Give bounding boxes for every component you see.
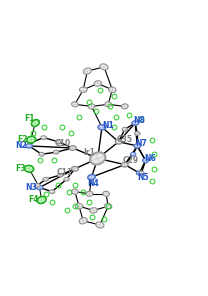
- Ellipse shape: [121, 104, 128, 109]
- Ellipse shape: [25, 165, 34, 172]
- Text: C29: C29: [123, 156, 139, 165]
- Ellipse shape: [130, 152, 136, 156]
- Text: N6: N6: [144, 154, 156, 163]
- Text: N4: N4: [88, 179, 99, 188]
- Ellipse shape: [135, 131, 140, 135]
- Ellipse shape: [103, 191, 109, 196]
- Text: F2: F2: [18, 135, 28, 144]
- Ellipse shape: [26, 144, 32, 148]
- Ellipse shape: [72, 167, 78, 171]
- Ellipse shape: [53, 150, 59, 154]
- Ellipse shape: [27, 136, 36, 143]
- Ellipse shape: [58, 173, 63, 177]
- Ellipse shape: [86, 191, 93, 196]
- Ellipse shape: [105, 102, 111, 107]
- Ellipse shape: [39, 152, 44, 156]
- Ellipse shape: [98, 125, 106, 130]
- Ellipse shape: [94, 81, 102, 86]
- Ellipse shape: [96, 222, 104, 228]
- Ellipse shape: [72, 189, 78, 194]
- Ellipse shape: [35, 184, 40, 187]
- Text: N1: N1: [102, 121, 114, 130]
- Text: F3: F3: [16, 164, 26, 173]
- Ellipse shape: [90, 208, 97, 213]
- Ellipse shape: [49, 190, 55, 194]
- Ellipse shape: [122, 127, 128, 131]
- Text: N2: N2: [15, 141, 27, 150]
- Ellipse shape: [36, 185, 43, 190]
- Ellipse shape: [37, 197, 46, 203]
- Ellipse shape: [83, 68, 91, 74]
- Ellipse shape: [115, 139, 122, 144]
- Text: C35: C35: [117, 135, 133, 144]
- Ellipse shape: [64, 177, 69, 181]
- Ellipse shape: [132, 121, 139, 125]
- Ellipse shape: [75, 204, 83, 209]
- Ellipse shape: [79, 218, 87, 224]
- Ellipse shape: [104, 203, 112, 209]
- Ellipse shape: [41, 136, 46, 139]
- Text: F4: F4: [28, 195, 38, 205]
- Text: C11: C11: [56, 168, 73, 178]
- Text: F1: F1: [24, 114, 34, 123]
- Text: N7: N7: [135, 139, 147, 148]
- Ellipse shape: [69, 146, 76, 150]
- Ellipse shape: [56, 140, 61, 144]
- Ellipse shape: [90, 152, 105, 165]
- Ellipse shape: [100, 64, 108, 70]
- Text: N5: N5: [138, 173, 149, 182]
- Ellipse shape: [43, 177, 48, 181]
- Ellipse shape: [139, 171, 144, 175]
- Ellipse shape: [134, 144, 141, 148]
- Ellipse shape: [72, 102, 78, 107]
- Ellipse shape: [88, 175, 95, 180]
- Ellipse shape: [88, 104, 95, 109]
- Ellipse shape: [31, 120, 39, 126]
- Ellipse shape: [79, 87, 87, 92]
- Ellipse shape: [143, 158, 149, 163]
- Ellipse shape: [109, 87, 116, 93]
- Text: Ir1: Ir1: [83, 148, 95, 157]
- Ellipse shape: [121, 162, 128, 167]
- Text: C10: C10: [54, 139, 71, 148]
- Text: N3: N3: [25, 183, 37, 192]
- Text: N8: N8: [133, 116, 145, 126]
- Ellipse shape: [136, 171, 142, 175]
